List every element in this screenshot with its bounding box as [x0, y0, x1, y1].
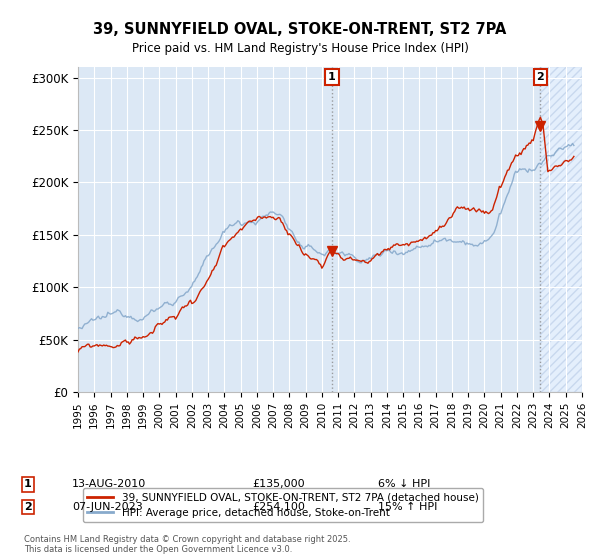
Text: £254,100: £254,100	[252, 502, 305, 512]
Text: 1: 1	[328, 72, 336, 82]
Text: 13-AUG-2010: 13-AUG-2010	[72, 479, 146, 489]
Text: 6% ↓ HPI: 6% ↓ HPI	[378, 479, 430, 489]
Text: 39, SUNNYFIELD OVAL, STOKE-ON-TRENT, ST2 7PA: 39, SUNNYFIELD OVAL, STOKE-ON-TRENT, ST2…	[94, 22, 506, 38]
Legend: 39, SUNNYFIELD OVAL, STOKE-ON-TRENT, ST2 7PA (detached house), HPI: Average pric: 39, SUNNYFIELD OVAL, STOKE-ON-TRENT, ST2…	[83, 488, 483, 522]
Text: 2: 2	[24, 502, 32, 512]
Bar	[541, 67, 582, 392]
Bar	[541, 67, 582, 392]
Text: 1: 1	[24, 479, 32, 489]
Text: 15% ↑ HPI: 15% ↑ HPI	[378, 502, 437, 512]
Text: Contains HM Land Registry data © Crown copyright and database right 2025.
This d: Contains HM Land Registry data © Crown c…	[24, 535, 350, 554]
Text: Price paid vs. HM Land Registry's House Price Index (HPI): Price paid vs. HM Land Registry's House …	[131, 42, 469, 55]
Text: £135,000: £135,000	[252, 479, 305, 489]
Text: 2: 2	[536, 72, 544, 82]
Text: 07-JUN-2023: 07-JUN-2023	[72, 502, 143, 512]
